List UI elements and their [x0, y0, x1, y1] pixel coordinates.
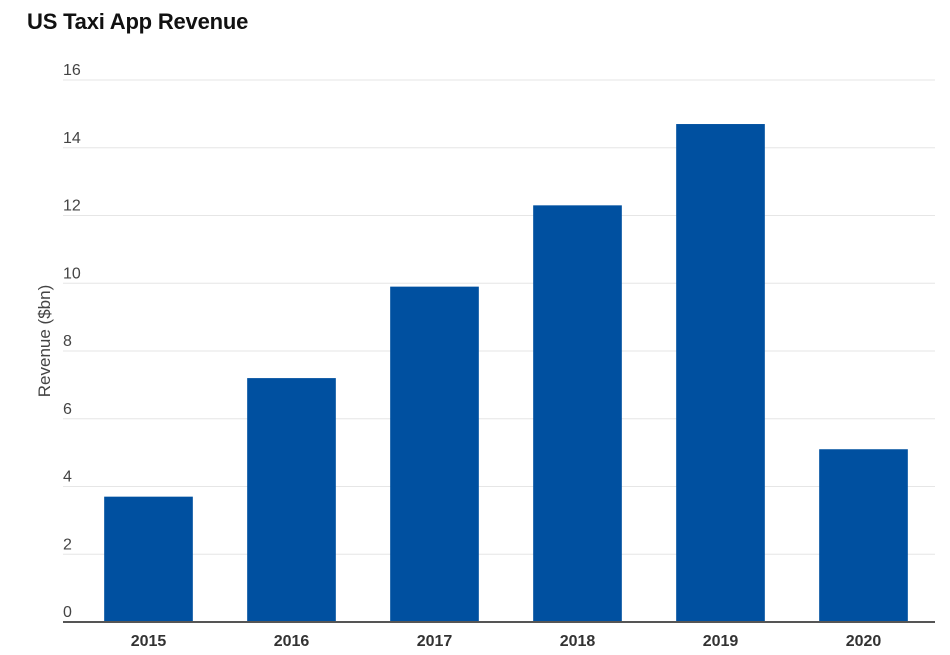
x-tick-label: 2016: [274, 633, 310, 650]
y-tick-label: 6: [63, 401, 72, 418]
bar-2016[interactable]: [247, 378, 336, 622]
bars: [104, 124, 908, 622]
y-tick-label: 12: [63, 198, 81, 215]
y-axis-title: Revenue ($bn): [35, 285, 54, 397]
y-tick-label: 4: [63, 469, 72, 486]
x-tick-label: 2017: [417, 633, 453, 650]
y-tick-label: 16: [63, 62, 81, 79]
x-tick-label: 2015: [131, 633, 167, 650]
y-tick-label: 0: [63, 604, 72, 621]
x-tick-label: 2020: [846, 633, 882, 650]
bar-2015[interactable]: [104, 496, 193, 622]
x-tick-label: 2018: [560, 633, 596, 650]
gridlines: [63, 79, 935, 555]
bar-2019[interactable]: [676, 124, 765, 622]
y-tick-label: 10: [63, 265, 81, 282]
y-axis-ticks: 0 2 4 6 8 10 12 14 16: [63, 62, 81, 621]
chart-title: US Taxi App Revenue: [27, 9, 249, 34]
bar-2018[interactable]: [533, 205, 622, 622]
y-tick-label: 8: [63, 333, 72, 350]
y-tick-label: 2: [63, 536, 72, 553]
y-tick-label: 14: [63, 130, 81, 147]
bar-2020[interactable]: [819, 449, 908, 622]
bar-2017[interactable]: [390, 286, 479, 622]
x-tick-label: 2019: [703, 633, 739, 650]
x-axis-ticks: 2015 2016 2017 2018 2019 2020: [131, 633, 882, 650]
